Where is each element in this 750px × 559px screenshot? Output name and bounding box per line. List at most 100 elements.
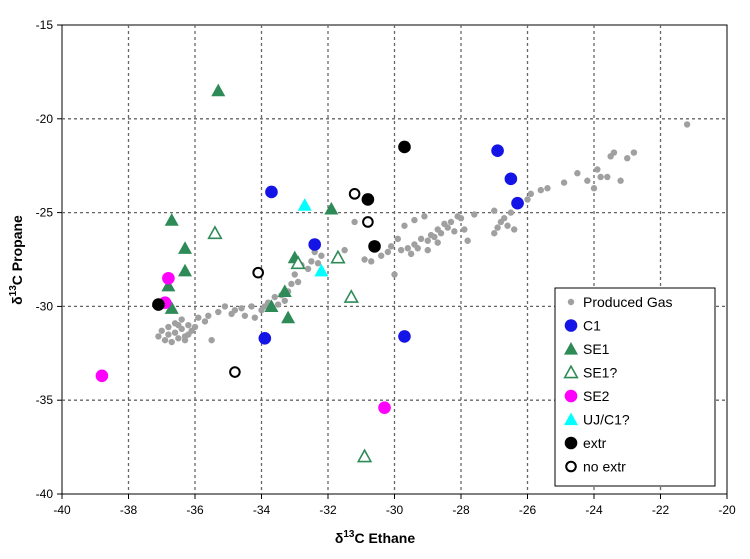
point-produced-gas	[451, 228, 458, 235]
point-se2	[378, 401, 391, 415]
point-extr	[152, 298, 165, 311]
point-produced-gas	[414, 245, 421, 252]
x-tick-label: -40	[53, 503, 71, 517]
point-produced-gas	[185, 331, 192, 338]
point-produced-gas	[584, 177, 591, 184]
legend-label-extr: extr	[583, 435, 607, 451]
point-produced-gas	[397, 246, 405, 254]
point-c1	[511, 196, 524, 210]
point-se2	[95, 369, 109, 383]
point-produced-gas	[524, 196, 531, 203]
point-produced-gas	[560, 179, 568, 186]
point-produced-gas	[221, 303, 229, 310]
point-produced-gas	[437, 230, 445, 237]
point-produced-gas	[361, 256, 368, 263]
point-produced-gas	[461, 226, 468, 233]
point-produced-gas	[491, 230, 498, 237]
x-tick-label: -30	[386, 503, 404, 517]
point-produced-gas	[195, 314, 202, 321]
point-c1	[308, 238, 322, 251]
point-extr	[361, 193, 375, 206]
point-produced-gas	[610, 149, 618, 156]
point-produced-gas	[318, 252, 325, 259]
point-se1	[178, 263, 193, 277]
point-produced-gas	[168, 338, 175, 346]
point-produced-gas	[294, 278, 302, 286]
point-produced-gas	[181, 336, 189, 344]
point-produced-gas	[421, 213, 428, 220]
point-se1	[356, 448, 373, 463]
point-produced-gas	[384, 248, 392, 256]
legend-marker-se1	[563, 364, 579, 379]
y-tick-label: -25	[36, 206, 54, 220]
point-produced-gas	[391, 271, 398, 278]
x-tick-label: -20	[718, 503, 736, 517]
point-c1	[491, 144, 504, 157]
point-produced-gas	[341, 246, 348, 254]
legend-marker-se1	[564, 342, 578, 355]
point-produced-gas	[208, 336, 215, 344]
point-produced-gas	[368, 258, 375, 265]
x-tick-label: -24	[585, 503, 603, 517]
x-axis-label: δ13C Ethane	[335, 529, 416, 546]
point-produced-gas	[504, 222, 511, 229]
point-produced-gas	[501, 215, 508, 222]
point-produced-gas	[511, 226, 518, 233]
point-produced-gas	[175, 335, 182, 342]
point-produced-gas	[434, 239, 441, 246]
legend-box	[554, 287, 716, 487]
point-produced-gas	[507, 209, 515, 216]
point-produced-gas	[407, 250, 415, 258]
point-produced-gas	[494, 224, 501, 231]
point-produced-gas	[537, 186, 544, 194]
point-se1	[164, 213, 179, 226]
legend-label-produced-gas: Produced Gas	[583, 294, 673, 310]
grid	[62, 25, 727, 494]
x-tick-label: -34	[253, 503, 271, 517]
point-se1	[290, 255, 306, 270]
point-no-extr	[348, 188, 361, 200]
legend-label-se1: SE1?	[583, 365, 617, 381]
point-produced-gas	[171, 329, 179, 336]
x-tick-label: -22	[652, 503, 670, 517]
point-c1	[265, 185, 278, 199]
point-produced-gas	[401, 222, 408, 229]
point-se1	[211, 83, 226, 97]
point-produced-gas	[394, 235, 402, 243]
data-points	[95, 83, 691, 463]
point-produced-gas	[248, 303, 255, 310]
point-produced-gas	[281, 297, 288, 304]
point-produced-gas	[411, 216, 418, 224]
x-tick-label: -26	[519, 503, 537, 517]
point-produced-gas	[201, 318, 209, 325]
legend-marker-no-extr	[565, 460, 577, 473]
point-produced-gas	[594, 166, 601, 173]
point-produced-gas	[527, 190, 535, 198]
y-tick-label: -15	[36, 18, 54, 32]
point-produced-gas	[351, 218, 358, 226]
point-produced-gas	[308, 258, 315, 265]
point-produced-gas	[215, 308, 222, 316]
point-se1	[161, 278, 176, 292]
x-tick-label: -28	[452, 503, 470, 517]
y-tick-label: -30	[36, 299, 54, 313]
point-produced-gas	[178, 316, 185, 323]
point-se1	[264, 299, 279, 312]
point-produced-gas	[191, 323, 199, 331]
point-produced-gas	[241, 312, 249, 319]
legend-label-c1: C1	[583, 318, 601, 334]
point-produced-gas	[447, 218, 455, 226]
point-se2	[162, 271, 175, 285]
point-produced-gas	[314, 260, 322, 267]
point-produced-gas	[288, 280, 295, 288]
point-se1	[207, 225, 223, 240]
y-axis-label: δ13C Propane	[8, 215, 25, 305]
x-tick-label: -32	[319, 503, 337, 517]
legend-marker-produced-gas	[567, 298, 575, 306]
point-produced-gas	[431, 233, 438, 241]
point-produced-gas	[165, 331, 172, 338]
point-produced-gas	[387, 243, 395, 250]
point-produced-gas	[205, 312, 212, 319]
point-produced-gas	[424, 237, 431, 244]
